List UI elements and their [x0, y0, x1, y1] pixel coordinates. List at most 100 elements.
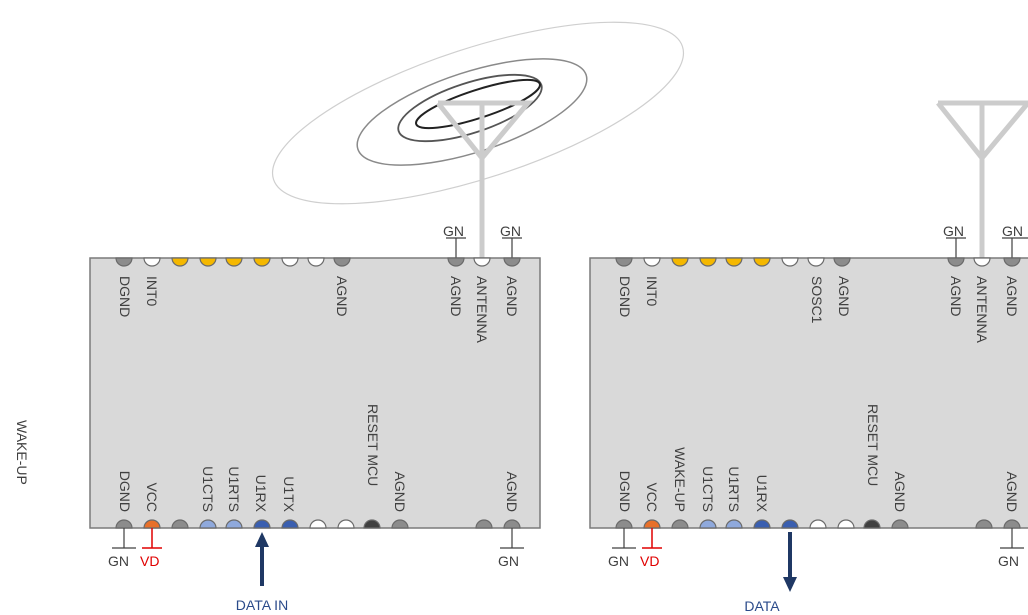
pin-label: U1TX [281, 476, 297, 512]
pin [671, 257, 689, 267]
pin [253, 519, 271, 529]
pin [643, 257, 661, 267]
pin [615, 257, 633, 267]
pin-label: SOSC1 [809, 276, 825, 324]
data-in-arrow-icon [255, 532, 269, 586]
pin [503, 257, 521, 267]
power-symbol [142, 528, 162, 549]
pin-label: VCC [144, 482, 160, 512]
ground-label: GN [498, 553, 519, 569]
pin-label: RESET MCU [865, 404, 881, 486]
pin-label: RESET MCU [365, 404, 381, 486]
pin [975, 519, 993, 529]
pin [891, 519, 909, 529]
pin-label: U1CTS [700, 466, 716, 512]
pin [333, 257, 351, 267]
pin [781, 257, 799, 267]
pin [725, 519, 743, 529]
pin [671, 519, 689, 529]
ground-label: GN [443, 223, 464, 239]
antenna-icon [436, 100, 534, 262]
pin [833, 257, 851, 267]
pin [1003, 257, 1021, 267]
pin-label: INT0 [644, 276, 660, 307]
pin-label: INT0 [144, 276, 160, 307]
pin [447, 257, 465, 267]
ground-symbol [112, 528, 524, 549]
pin-label: DGND [117, 471, 133, 512]
pin [337, 519, 355, 529]
module-body [589, 257, 1028, 529]
pin [253, 257, 271, 267]
pin-label: AGND [334, 276, 350, 316]
pin [475, 519, 493, 529]
pin-label: ANTENNA [974, 276, 990, 344]
pin [699, 257, 717, 267]
pin-label: WAKE-UP [672, 447, 688, 512]
power-label: VD [640, 553, 659, 569]
side-label-wake-up: WAKE-UP [14, 420, 30, 485]
pin [281, 257, 299, 267]
pin [973, 257, 991, 267]
ground-symbol [446, 237, 522, 258]
pin [947, 257, 965, 267]
pin-label: AGND [504, 472, 520, 512]
pin [115, 257, 133, 267]
pin-label: U1RTS [726, 466, 742, 512]
ground-label: GN [943, 223, 964, 239]
pin [473, 257, 491, 267]
pin [643, 519, 661, 529]
pin-label: ANTENNA [474, 276, 490, 344]
pin [115, 519, 133, 529]
pin-label: AGND [892, 472, 908, 512]
ground-label: GN [500, 223, 521, 239]
power-symbol [642, 528, 662, 549]
pin [725, 257, 743, 267]
data-out-arrow-icon [783, 532, 797, 592]
ground-label: GN [998, 553, 1019, 569]
pin-label: U1RX [253, 475, 269, 513]
pin [307, 257, 325, 267]
ground-label: GN [608, 553, 629, 569]
radio-waves [271, 21, 685, 205]
pin [225, 257, 243, 267]
pin [809, 519, 827, 529]
pin [171, 257, 189, 267]
power-label: VD [140, 553, 159, 569]
pin-label: AGND [504, 276, 520, 316]
pin-label: DGND [117, 276, 133, 317]
pin-label: AGND [392, 472, 408, 512]
data-label: DATA [744, 598, 780, 614]
pin [753, 519, 771, 529]
ground-symbol [612, 528, 1024, 549]
pin-label: VCC [644, 482, 660, 512]
top-pins [115, 257, 521, 267]
pin-label: U1CTS [200, 466, 216, 512]
pin-label: DGND [617, 276, 633, 317]
pin [837, 519, 855, 529]
module-2: GN GN DGND INT0 SOSC1 AGND AGND ANTENNA … [589, 100, 1028, 614]
pin-label: AGND [836, 276, 852, 316]
ground-symbol [946, 237, 1028, 258]
pin [309, 519, 327, 529]
pin [143, 257, 161, 267]
ground-label: GN [1002, 223, 1023, 239]
pin [199, 519, 217, 529]
pin-label: AGND [948, 276, 964, 316]
pin-label: U1RTS [226, 466, 242, 512]
bottom-pins [615, 519, 1021, 529]
pin-label: AGND [1004, 276, 1020, 316]
pin [391, 519, 409, 529]
pin [753, 257, 771, 267]
pin [699, 519, 717, 529]
top-pins [615, 257, 1021, 267]
pin-label: U1RX [754, 475, 770, 513]
antenna-icon [936, 100, 1028, 262]
pin [171, 519, 189, 529]
ground-label: GN [108, 553, 129, 569]
pin [363, 519, 381, 529]
data-label: DATA IN [236, 597, 288, 613]
bottom-pins [115, 519, 521, 529]
pin [807, 257, 825, 267]
